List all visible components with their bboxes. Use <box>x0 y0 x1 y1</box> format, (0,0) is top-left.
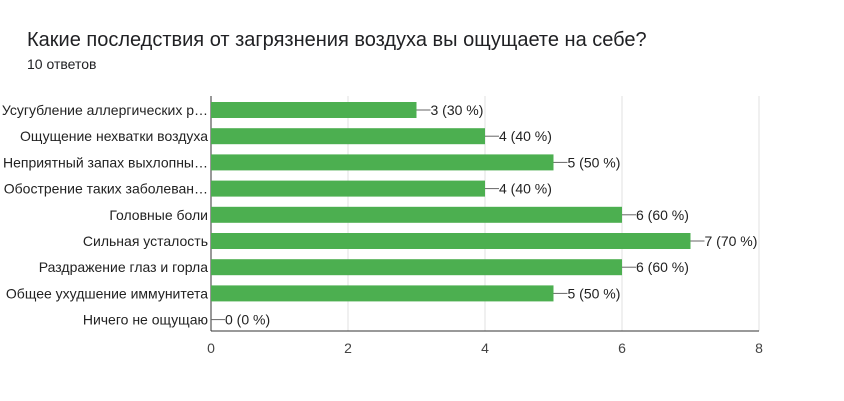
category-label: Общее ухудшение иммунитета <box>6 285 208 301</box>
x-tick-label: 8 <box>755 340 763 356</box>
bar <box>211 102 417 118</box>
x-tick-label: 6 <box>618 340 626 356</box>
bar <box>211 233 691 249</box>
category-label: Раздражение глаз и горла <box>39 259 208 275</box>
x-tick-label: 2 <box>344 340 352 356</box>
category-label: Ничего не ощущаю <box>83 312 208 328</box>
category-label: Обострение таких заболеван… <box>4 181 208 197</box>
chart-title: Какие последствия от загрязнения воздуха… <box>27 29 647 51</box>
bar <box>211 154 554 171</box>
category-label: Усугубление аллергических р… <box>2 102 208 118</box>
bar <box>211 285 554 302</box>
data-label: 3 (30 %) <box>431 102 484 118</box>
data-label: 6 (60 %) <box>636 259 689 275</box>
data-label: 5 (50 %) <box>568 285 621 301</box>
x-tick-label: 0 <box>207 340 215 356</box>
data-label: 5 (50 %) <box>568 154 621 170</box>
bar <box>211 180 485 197</box>
data-label: 4 (40 %) <box>499 128 552 144</box>
bar <box>211 206 622 223</box>
x-tick-label: 4 <box>481 340 489 356</box>
category-label: Сильная усталость <box>83 233 208 249</box>
response-count: 10 ответов <box>27 56 97 72</box>
data-label: 6 (60 %) <box>636 207 689 223</box>
category-label: Головные боли <box>109 207 208 223</box>
data-label: 4 (40 %) <box>499 181 552 197</box>
category-label: Ощущение нехватки воздуха <box>20 128 208 144</box>
bar <box>211 128 485 145</box>
data-label: 7 (70 %) <box>705 233 758 249</box>
category-label: Неприятный запах выхлопны… <box>3 154 208 170</box>
bar <box>211 259 622 276</box>
data-label: 0 (0 %) <box>225 312 270 328</box>
